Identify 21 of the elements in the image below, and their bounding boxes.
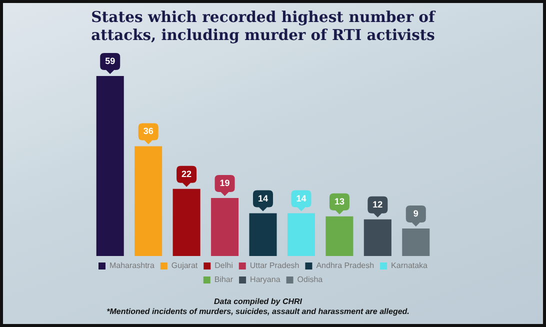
data-label: 14 xyxy=(296,193,306,204)
legend-label: Karnataka xyxy=(391,261,428,270)
legend-label: Haryana xyxy=(250,275,281,284)
legend-label: Gujarat xyxy=(171,261,198,270)
data-label: 19 xyxy=(220,178,230,188)
legend-label: Odisha xyxy=(297,275,324,284)
chart-title: States which recorded highest number of attacks, including murder of RTI activists xyxy=(91,8,436,44)
data-label: 36 xyxy=(143,126,154,136)
text: *Mentioned incidents of murders, suicides, assault and harassment are alleged. xyxy=(106,307,410,316)
legend-label: Bihar xyxy=(214,275,234,284)
text: Data compiled by CHRI xyxy=(214,297,303,306)
data-label: 12 xyxy=(372,199,383,210)
data-label: 14 xyxy=(258,193,268,204)
legend-label: Delhi xyxy=(214,261,234,270)
data-label: 9 xyxy=(413,208,418,219)
legend-label: Andhra Pradesh xyxy=(316,261,374,270)
legend-label: Maharashtra xyxy=(109,261,155,270)
data-label: 13 xyxy=(334,196,344,206)
legend-label: Uttar Pradesh xyxy=(250,261,300,270)
data-label: 22 xyxy=(182,168,192,179)
data-label: 59 xyxy=(105,56,116,66)
